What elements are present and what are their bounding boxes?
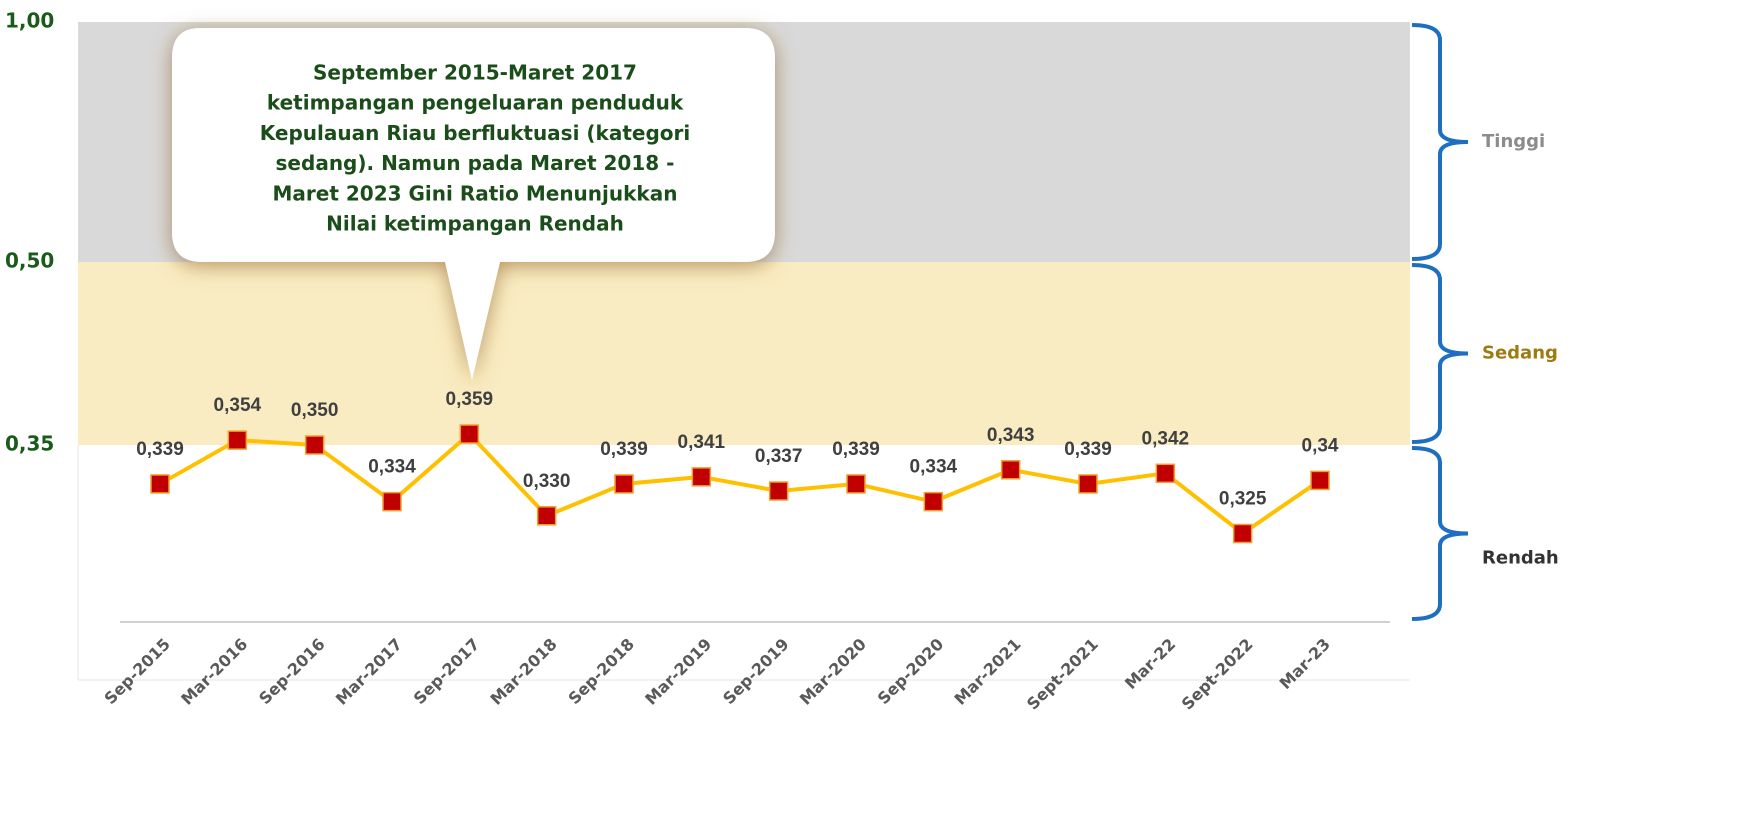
annotation-line: Nilai ketimpangan Rendah bbox=[326, 212, 624, 236]
marker bbox=[1232, 523, 1253, 544]
bracket bbox=[1411, 263, 1469, 444]
marker bbox=[923, 491, 944, 512]
callout-box bbox=[172, 28, 775, 380]
data-label: 0,339 bbox=[832, 439, 880, 460]
x-tick-label: Mar-2016 bbox=[177, 635, 251, 709]
data-label: 0,339 bbox=[1064, 439, 1112, 460]
x-tick-label: Sep-2020 bbox=[874, 635, 948, 709]
data-label: 0,342 bbox=[1142, 428, 1190, 449]
bracket bbox=[1411, 23, 1469, 261]
marker bbox=[768, 481, 789, 501]
callout bbox=[172, 28, 775, 380]
annotation-line: Kepulauan Riau berfluktuasi (kategori bbox=[260, 121, 690, 145]
data-label: 0,354 bbox=[214, 395, 262, 416]
x-tick-label: Mar-2019 bbox=[641, 635, 715, 709]
line bbox=[159, 431, 1322, 536]
band-label: Rendah bbox=[1482, 548, 1559, 569]
annotation-line: ketimpangan pengeluaran penduduk bbox=[267, 91, 684, 115]
y-tick-label: 0,35 bbox=[5, 432, 54, 456]
data-label: 0,330 bbox=[523, 471, 571, 492]
data-label: 0,34 bbox=[1302, 435, 1339, 456]
band bbox=[78, 262, 1410, 445]
x-tick-label: Sep-2016 bbox=[255, 635, 329, 709]
band-label: Sedang bbox=[1482, 343, 1558, 364]
data-label: 0,341 bbox=[678, 432, 726, 453]
data-label: 0,343 bbox=[987, 425, 1035, 446]
marker bbox=[304, 435, 325, 455]
marker bbox=[536, 506, 557, 526]
x-tick-label: Mar-2018 bbox=[487, 635, 561, 709]
marker bbox=[1000, 460, 1021, 480]
data-label: 0,334 bbox=[910, 457, 958, 478]
x-tick-label: Sept-2021 bbox=[1023, 635, 1102, 714]
data-label: 0,359 bbox=[446, 389, 494, 410]
x-tick-label: Sep-2018 bbox=[564, 635, 638, 709]
data-label: 0,339 bbox=[136, 439, 184, 460]
x-tick-label: Mar-23 bbox=[1276, 635, 1334, 693]
marker bbox=[382, 491, 402, 512]
annotation-line: sedang). Namun pada Maret 2018 - bbox=[276, 151, 675, 175]
band-label: Tinggi bbox=[1482, 131, 1545, 152]
marker bbox=[227, 430, 248, 450]
x-tick-label: Sep-2017 bbox=[410, 635, 484, 709]
bracket bbox=[1411, 446, 1469, 621]
data-label: 0,350 bbox=[291, 400, 339, 421]
band bbox=[78, 445, 1410, 622]
y-tick-label: 1,00 bbox=[5, 9, 54, 33]
marker bbox=[614, 474, 634, 494]
annotation-line: Maret 2023 Gini Ratio Menunjukkan bbox=[273, 181, 678, 205]
marker bbox=[1310, 470, 1330, 491]
annotation-line: September 2015-Maret 2017 bbox=[313, 61, 637, 85]
data-label: 0,339 bbox=[600, 439, 648, 460]
marker bbox=[691, 467, 712, 487]
x-tick-label: Mar-2017 bbox=[332, 635, 406, 709]
x-tick-label: Mar-2020 bbox=[796, 635, 870, 709]
x-tick-label: Sept-2022 bbox=[1178, 635, 1257, 714]
data-label: 0,325 bbox=[1219, 489, 1267, 510]
data-label: 0,334 bbox=[368, 457, 416, 478]
marker bbox=[150, 474, 170, 494]
y-tick-label: 0,50 bbox=[5, 249, 54, 273]
x-tick-label: Mar-22 bbox=[1121, 635, 1179, 693]
marker bbox=[1155, 463, 1176, 484]
marker bbox=[459, 424, 480, 444]
x-tick-label: Sep-2019 bbox=[719, 635, 793, 709]
data-label: 0,337 bbox=[755, 446, 803, 467]
x-tick-label: Sep-2015 bbox=[100, 635, 174, 709]
marker bbox=[1078, 474, 1098, 494]
marker bbox=[846, 474, 866, 494]
x-tick-label: Mar-2021 bbox=[951, 635, 1025, 709]
